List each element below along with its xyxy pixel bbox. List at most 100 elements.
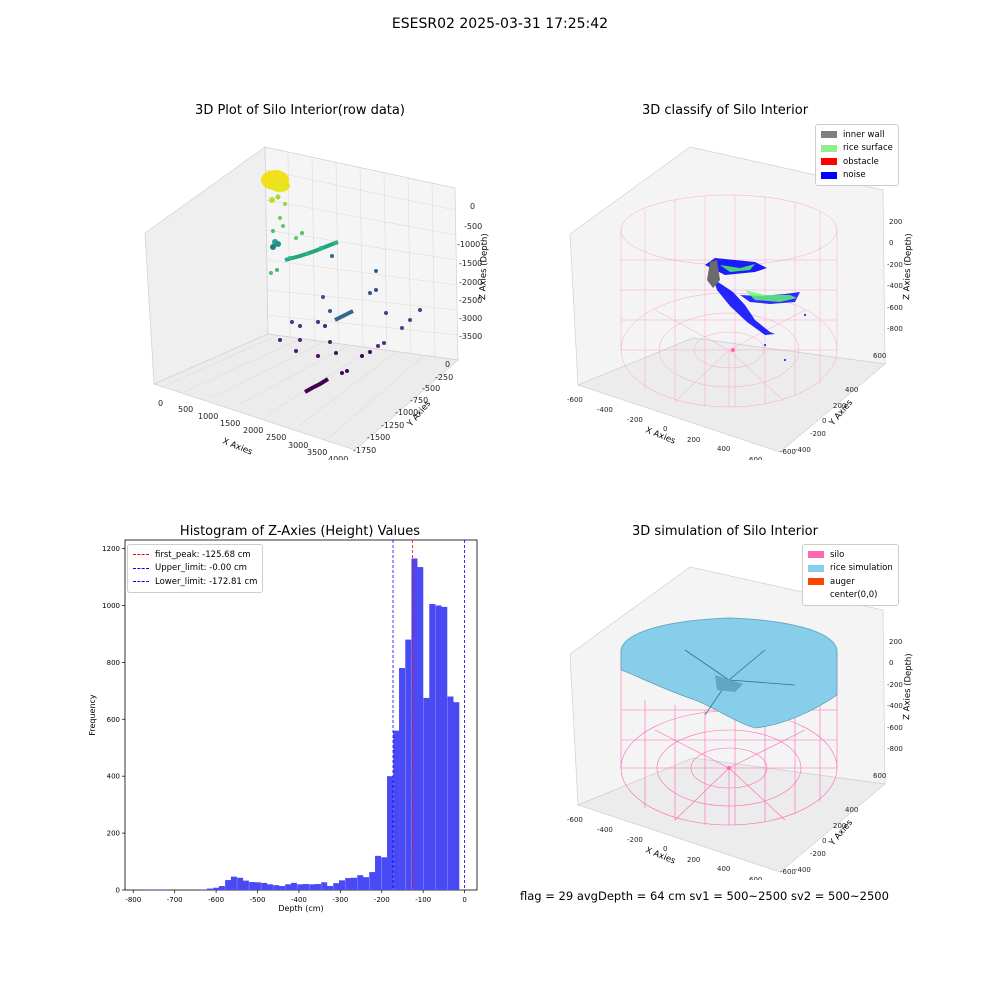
- histogram-bar: [321, 882, 328, 890]
- legend-swatch: [808, 564, 824, 572]
- p1-xtick: 2000: [243, 426, 263, 435]
- histogram-xtick-label: -500: [250, 896, 266, 904]
- histogram-bar: [213, 887, 220, 890]
- p4-ztick: 0: [889, 659, 893, 667]
- histogram-bar: [429, 604, 436, 890]
- p1-zlabel: Z Axies (Depth): [478, 233, 490, 300]
- histogram-ytick-label: 200: [107, 830, 120, 838]
- histogram-ytick-label: 1000: [102, 602, 120, 610]
- legend-entry: center(0,0): [808, 589, 893, 603]
- histogram-xtick-label: -600: [208, 896, 224, 904]
- p2-xtick: 600: [749, 456, 762, 460]
- p1-ytick: -1000: [395, 408, 418, 417]
- histogram-xtick-label: 0: [462, 896, 466, 904]
- p2-xtick: 400: [717, 445, 730, 453]
- histogram-bar: [206, 888, 213, 890]
- panel2-legend: inner wall rice surface obstacle noise: [815, 124, 899, 186]
- histogram-ticks: -800 -700 -600 -500 -400 -300 -200 -100 0 0 200 400…: [102, 545, 467, 904]
- histogram-ytick-label: 0: [116, 887, 120, 895]
- p4-zlabel: Z Axies (Depth): [902, 653, 914, 720]
- histogram-bar: [417, 567, 424, 890]
- p1-xtick: 1500: [220, 419, 240, 428]
- figure-suptitle: ESESR02 2025-03-31 17:25:42: [391, 16, 609, 32]
- legend-entry: first_peak: -125.68 cm: [133, 548, 257, 562]
- histogram-bar: [230, 876, 237, 890]
- histogram-bar: [302, 884, 309, 890]
- panel1-gridlines: [159, 151, 459, 438]
- histogram-bar: [237, 877, 244, 890]
- p1-xtick: 4000: [328, 455, 348, 460]
- histogram-bar: [261, 882, 268, 890]
- p1-ytick: -1500: [367, 433, 390, 442]
- histogram-bar: [297, 884, 304, 890]
- p4-ztick: -200: [887, 681, 903, 689]
- p4-xtick: 400: [717, 865, 730, 873]
- p2-ytick: -600: [780, 448, 796, 456]
- p1-ztick: -3000: [459, 314, 482, 323]
- panel2-classified-points: [705, 258, 806, 361]
- histogram-bar: [447, 696, 454, 890]
- p4-ytick: 600: [873, 772, 886, 780]
- p1-xtick: 3000: [288, 441, 308, 450]
- p4-xtick: -200: [627, 836, 643, 844]
- legend-entry: noise: [821, 169, 893, 183]
- p1-xtick: 3500: [307, 448, 327, 457]
- histogram-xtick-label: -300: [332, 896, 348, 904]
- p1-xtick: 1000: [198, 412, 218, 421]
- p2-ytick: 200: [833, 402, 846, 410]
- p2-xtick: -600: [567, 396, 583, 404]
- legend-swatch: [133, 554, 149, 556]
- legend-swatch: [821, 171, 837, 179]
- p2-ytick: 400: [845, 386, 858, 394]
- histogram-bar: [278, 886, 285, 890]
- histogram-xtick-label: -100: [415, 896, 431, 904]
- p4-ztick: 200: [889, 638, 902, 646]
- histogram-xlabel: Depth (cm): [278, 904, 323, 913]
- panel1-3d-plot: 0 500 1000 1500 2000 2500 3000 3500 4000…: [144, 146, 490, 460]
- p4-xtick: 600: [749, 876, 762, 880]
- histogram-bars: [146, 558, 460, 890]
- legend-swatch: [821, 144, 837, 152]
- histogram-ytick-label: 400: [107, 773, 120, 781]
- p2-ztick: -200: [887, 261, 903, 269]
- p4-ytick: 0: [822, 837, 826, 845]
- histogram-ylabel: Frequency: [88, 694, 97, 736]
- panel1-title: 3D Plot of Silo Interior(row data): [195, 103, 405, 118]
- p2-ztick: -400: [887, 282, 903, 290]
- histogram-bar: [369, 872, 376, 890]
- p2-ytick: 600: [873, 352, 886, 360]
- histogram-bar: [225, 880, 232, 890]
- histogram-bar: [453, 702, 460, 890]
- panel2-3d-plot: -600 -400 -200 0 200 400 600 600 400 200…: [567, 146, 914, 460]
- p4-xtick: -600: [567, 816, 583, 824]
- histogram-bar: [333, 883, 340, 890]
- p4-xlabel: X Axies: [644, 846, 677, 867]
- histogram-bar: [254, 882, 261, 890]
- histogram-bar: [423, 697, 430, 890]
- panel4-silo-wireframe: [620, 650, 838, 826]
- p1-ytick: -750: [410, 396, 428, 405]
- histogram-bar: [242, 880, 249, 890]
- p4-xtick: 200: [687, 856, 700, 864]
- histogram-bar: [411, 558, 418, 890]
- panel4-rice-surface: [620, 617, 838, 770]
- histogram-bar: [290, 882, 297, 890]
- p2-ztick: 0: [889, 239, 893, 247]
- p2-xtick: 200: [687, 436, 700, 444]
- histogram-bar: [249, 882, 256, 890]
- p4-xtick: 0: [663, 845, 667, 853]
- histogram-ytick-label: 600: [107, 716, 120, 724]
- legend-swatch: [821, 131, 837, 139]
- histogram-bar: [441, 606, 448, 890]
- legend-swatch: [808, 591, 824, 599]
- histogram-chart: -800 -700 -600 -500 -400 -300 -200 -100 0 0 200 400…: [88, 539, 478, 913]
- p2-ytick: -200: [810, 430, 826, 438]
- histogram-title: Histogram of Z-Axies (Height) Values: [179, 524, 421, 539]
- p4-ztick: -800: [887, 745, 903, 753]
- p2-xtick: 0: [663, 425, 667, 433]
- legend-entry: silo: [808, 548, 893, 562]
- histogram-ytick-label: 1200: [102, 545, 120, 553]
- histogram-bar: [393, 730, 400, 890]
- histogram-bar: [338, 880, 345, 890]
- panel4-legend: silo rice simulation auger center(0,0): [802, 544, 899, 606]
